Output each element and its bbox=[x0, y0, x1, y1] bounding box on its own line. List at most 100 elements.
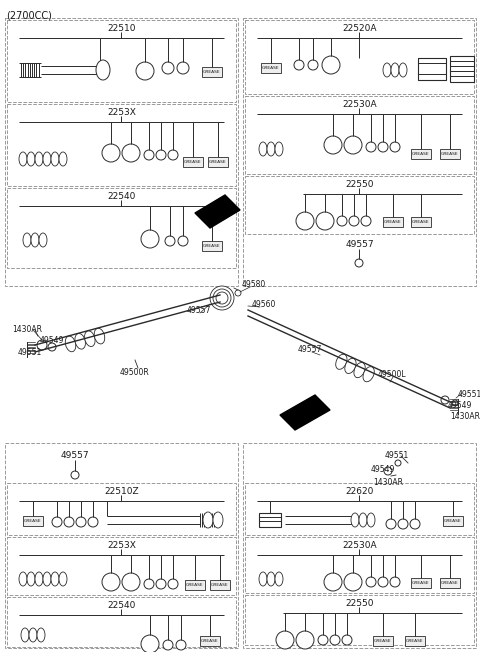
Circle shape bbox=[296, 631, 314, 649]
Circle shape bbox=[102, 573, 120, 591]
Text: 2253X: 2253X bbox=[107, 541, 136, 550]
Circle shape bbox=[213, 289, 231, 307]
Ellipse shape bbox=[84, 331, 95, 346]
Text: GREASE: GREASE bbox=[209, 160, 227, 164]
Bar bbox=[245, 483, 474, 535]
Circle shape bbox=[337, 216, 347, 226]
Circle shape bbox=[316, 212, 334, 230]
Bar bbox=[411, 149, 431, 159]
Bar bbox=[440, 149, 460, 159]
Ellipse shape bbox=[59, 152, 67, 166]
Ellipse shape bbox=[29, 628, 37, 642]
Circle shape bbox=[122, 573, 140, 591]
Bar bbox=[373, 636, 393, 646]
Bar bbox=[183, 157, 203, 167]
Circle shape bbox=[342, 635, 352, 645]
Text: GREASE: GREASE bbox=[374, 639, 392, 643]
Text: GREASE: GREASE bbox=[203, 244, 221, 248]
Ellipse shape bbox=[65, 336, 76, 351]
Circle shape bbox=[366, 577, 376, 587]
Bar bbox=[245, 96, 474, 174]
Text: 49557: 49557 bbox=[60, 451, 89, 460]
Text: 22620: 22620 bbox=[345, 487, 374, 496]
Bar bbox=[383, 217, 403, 227]
Text: GREASE: GREASE bbox=[412, 581, 430, 585]
Ellipse shape bbox=[27, 152, 35, 166]
Bar bbox=[7, 483, 236, 535]
Text: 22510: 22510 bbox=[107, 24, 136, 33]
Circle shape bbox=[378, 577, 388, 587]
Circle shape bbox=[168, 150, 178, 160]
Ellipse shape bbox=[19, 152, 27, 166]
Ellipse shape bbox=[367, 513, 375, 527]
Bar bbox=[245, 20, 474, 94]
Circle shape bbox=[48, 343, 56, 351]
Text: 1430AR: 1430AR bbox=[450, 412, 480, 421]
Circle shape bbox=[322, 56, 340, 74]
Circle shape bbox=[324, 573, 342, 591]
Ellipse shape bbox=[336, 354, 347, 369]
Circle shape bbox=[178, 236, 188, 246]
Ellipse shape bbox=[259, 142, 267, 156]
Text: 22520A: 22520A bbox=[342, 24, 377, 33]
Bar bbox=[5, 18, 238, 286]
Ellipse shape bbox=[259, 572, 267, 586]
Circle shape bbox=[441, 396, 449, 404]
Ellipse shape bbox=[363, 366, 374, 382]
Ellipse shape bbox=[399, 63, 407, 77]
Bar bbox=[411, 217, 431, 227]
Circle shape bbox=[344, 573, 362, 591]
Ellipse shape bbox=[51, 152, 59, 166]
Bar bbox=[7, 104, 236, 186]
Circle shape bbox=[122, 144, 140, 162]
Bar bbox=[261, 63, 281, 73]
Circle shape bbox=[156, 579, 166, 589]
Text: GREASE: GREASE bbox=[441, 581, 459, 585]
Circle shape bbox=[395, 460, 401, 466]
Circle shape bbox=[165, 236, 175, 246]
Ellipse shape bbox=[21, 628, 29, 642]
Circle shape bbox=[296, 212, 314, 230]
Ellipse shape bbox=[391, 63, 399, 77]
Ellipse shape bbox=[203, 512, 213, 528]
Text: GREASE: GREASE bbox=[262, 66, 280, 70]
Bar bbox=[5, 443, 238, 648]
Circle shape bbox=[355, 259, 363, 267]
Circle shape bbox=[144, 579, 154, 589]
Circle shape bbox=[318, 635, 328, 645]
Text: GREASE: GREASE bbox=[406, 639, 424, 643]
Text: GREASE: GREASE bbox=[24, 519, 42, 523]
Ellipse shape bbox=[43, 152, 51, 166]
Circle shape bbox=[349, 216, 359, 226]
Ellipse shape bbox=[275, 572, 283, 586]
Circle shape bbox=[156, 150, 166, 160]
Circle shape bbox=[390, 577, 400, 587]
Bar bbox=[7, 537, 236, 595]
Ellipse shape bbox=[35, 152, 43, 166]
Text: 22530A: 22530A bbox=[342, 100, 377, 109]
Text: GREASE: GREASE bbox=[184, 160, 202, 164]
Circle shape bbox=[235, 290, 241, 296]
Ellipse shape bbox=[275, 142, 283, 156]
Circle shape bbox=[52, 517, 62, 527]
Text: 1430AR: 1430AR bbox=[12, 325, 42, 334]
Ellipse shape bbox=[27, 572, 35, 586]
Text: GREASE: GREASE bbox=[201, 639, 219, 643]
Text: GREASE: GREASE bbox=[211, 583, 229, 587]
Text: 49549: 49549 bbox=[371, 465, 396, 474]
Text: GREASE: GREASE bbox=[203, 70, 221, 74]
Bar bbox=[210, 580, 230, 590]
Circle shape bbox=[141, 635, 159, 652]
Bar bbox=[243, 443, 476, 648]
Circle shape bbox=[386, 519, 396, 529]
Polygon shape bbox=[280, 395, 330, 430]
Circle shape bbox=[294, 60, 304, 70]
Circle shape bbox=[37, 340, 47, 350]
Circle shape bbox=[168, 579, 178, 589]
Text: 2253X: 2253X bbox=[107, 108, 136, 117]
Text: GREASE: GREASE bbox=[384, 220, 402, 224]
Ellipse shape bbox=[39, 233, 47, 247]
Circle shape bbox=[102, 144, 120, 162]
Ellipse shape bbox=[354, 363, 365, 378]
Bar bbox=[202, 67, 222, 77]
